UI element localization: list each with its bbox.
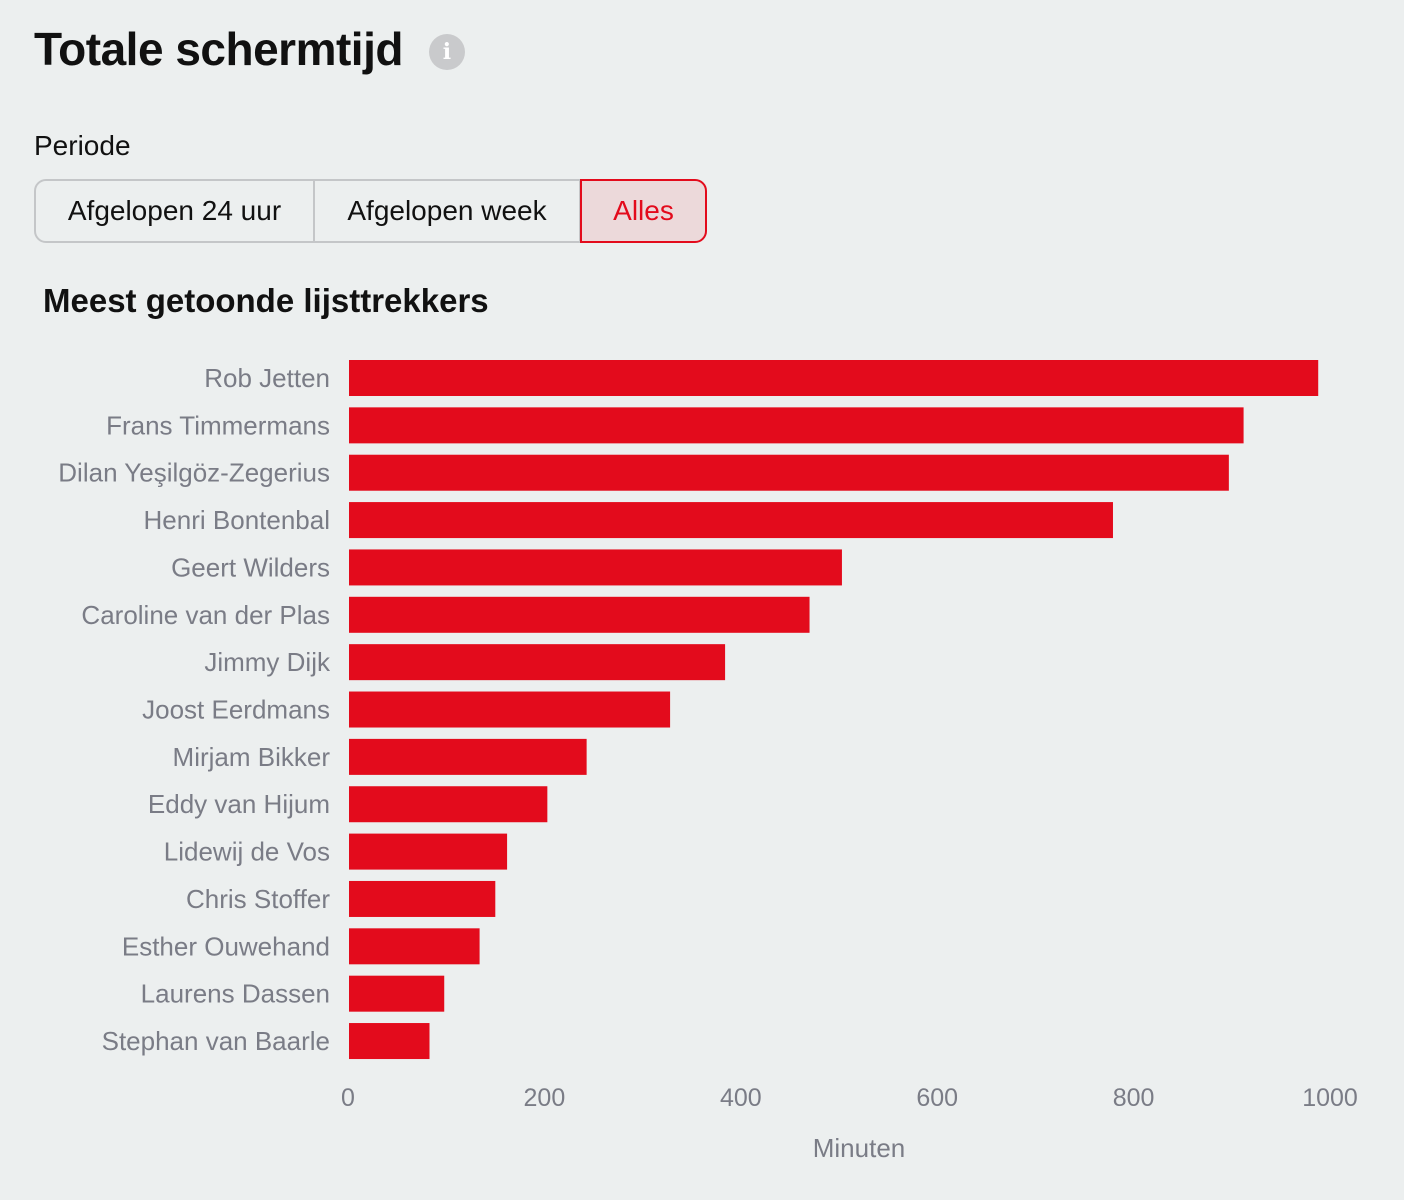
category-label: Mirjam Bikker: [173, 742, 331, 772]
x-tick-label: 200: [524, 1084, 566, 1112]
category-label: Stephan van Baarle: [102, 1026, 330, 1056]
period-label: Periode: [34, 130, 131, 161]
bar[interactable]: [349, 502, 1113, 539]
category-label: Henri Bontenbal: [144, 505, 330, 535]
bar[interactable]: [349, 738, 587, 775]
bar[interactable]: [349, 596, 810, 633]
bar[interactable]: [349, 833, 508, 870]
page-title: Totale schermtijd: [34, 23, 403, 75]
period-selector: Afgelopen 24 uur Afgelopen week Alles: [34, 179, 707, 243]
category-label: Geert Wilders: [171, 552, 330, 582]
chart-title: Meest getoonde lijsttrekkers: [43, 282, 489, 319]
category-label: Laurens Dassen: [141, 979, 330, 1009]
category-label: Joost Eerdmans: [142, 695, 330, 725]
x-tick-label: 800: [1113, 1084, 1155, 1112]
x-tick-label: 600: [916, 1084, 958, 1112]
category-label: Dilan Yeşilgöz-Zegerius: [58, 458, 330, 488]
x-tick-label: 0: [341, 1084, 355, 1112]
bar[interactable]: [349, 786, 548, 823]
category-label: Jimmy Dijk: [204, 647, 331, 677]
bar[interactable]: [349, 549, 842, 586]
bar[interactable]: [349, 928, 480, 965]
bar[interactable]: [349, 975, 445, 1012]
bar[interactable]: [349, 644, 726, 681]
bar[interactable]: [349, 1023, 430, 1060]
period-option-all[interactable]: Alles: [580, 179, 707, 243]
x-tick-label: 1000: [1302, 1084, 1358, 1112]
bar[interactable]: [349, 407, 1244, 444]
bar[interactable]: [349, 454, 1229, 491]
x-axis-title: Minuten: [813, 1133, 906, 1163]
bar[interactable]: [349, 691, 671, 728]
bar[interactable]: [349, 360, 1319, 396]
x-tick-label: 400: [720, 1084, 762, 1112]
category-label: Lidewij de Vos: [164, 837, 330, 867]
category-label: Chris Stoffer: [186, 884, 330, 914]
category-label: Rob Jetten: [204, 363, 330, 393]
bar[interactable]: [349, 880, 496, 917]
category-label: Eddy van Hijum: [148, 789, 330, 819]
title-row: Totale schermtijd i: [34, 22, 465, 76]
category-label: Caroline van der Plas: [81, 600, 330, 630]
period-option-week[interactable]: Afgelopen week: [315, 179, 581, 243]
category-label: Esther Ouwehand: [122, 931, 330, 961]
info-icon[interactable]: i: [428, 34, 465, 70]
period-option-24h[interactable]: Afgelopen 24 uur: [34, 179, 315, 243]
category-label: Frans Timmermans: [106, 410, 330, 440]
